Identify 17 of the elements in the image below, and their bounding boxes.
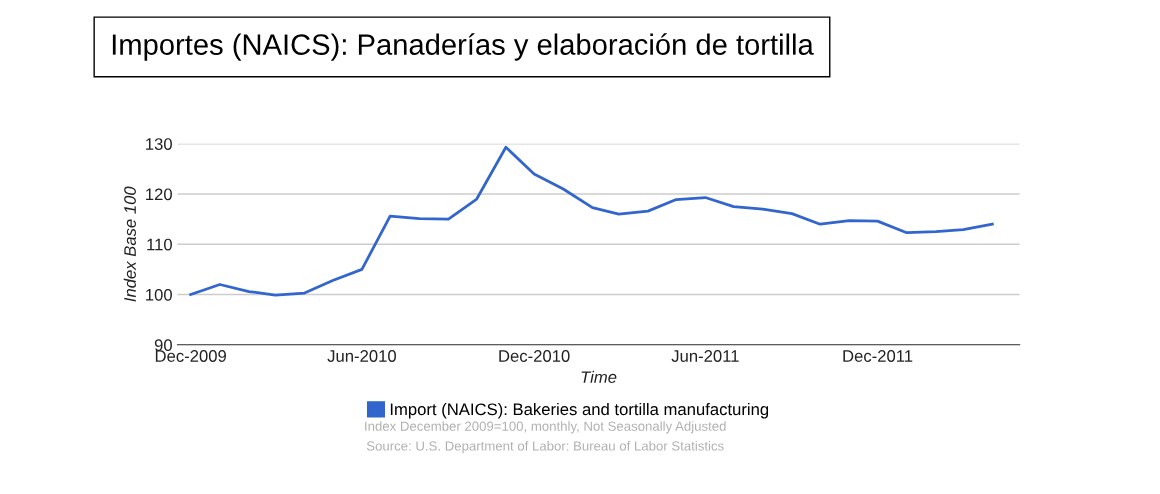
text: Index December 2009=100, monthly, Not Seasonally Adjusted <box>365 421 726 434</box>
source-note: Source: U.S. Department of Labor: Bureau of Labor Statistics <box>366 440 724 454</box>
x-tick-label: Dec-2011 <box>843 350 913 362</box>
y-tick-label: 120 <box>146 188 172 201</box>
legend-label: Import (NAICS): Bakeries and tortilla manufacturing <box>390 402 769 419</box>
x-tick-label: Jun-2011 <box>671 350 739 362</box>
line-series <box>189 145 994 297</box>
y-tick-label: 130 <box>146 138 172 150</box>
y-axis-title: Index Base 100 <box>123 186 136 302</box>
y-tick-label: 100 <box>146 288 172 301</box>
y-tick-label: 90 <box>154 339 172 352</box>
x-axis-title: Time <box>581 370 617 384</box>
x-tick-label: Jun-2010 <box>327 350 397 362</box>
x-tick-label: Dec-2010 <box>499 350 570 362</box>
chart-title: Importes (NAICS): Panaderías y elaboración de tortilla <box>112 33 814 61</box>
y-tick-label: 110 <box>147 238 172 251</box>
x-tick-label: Dec-2009 <box>155 350 226 362</box>
